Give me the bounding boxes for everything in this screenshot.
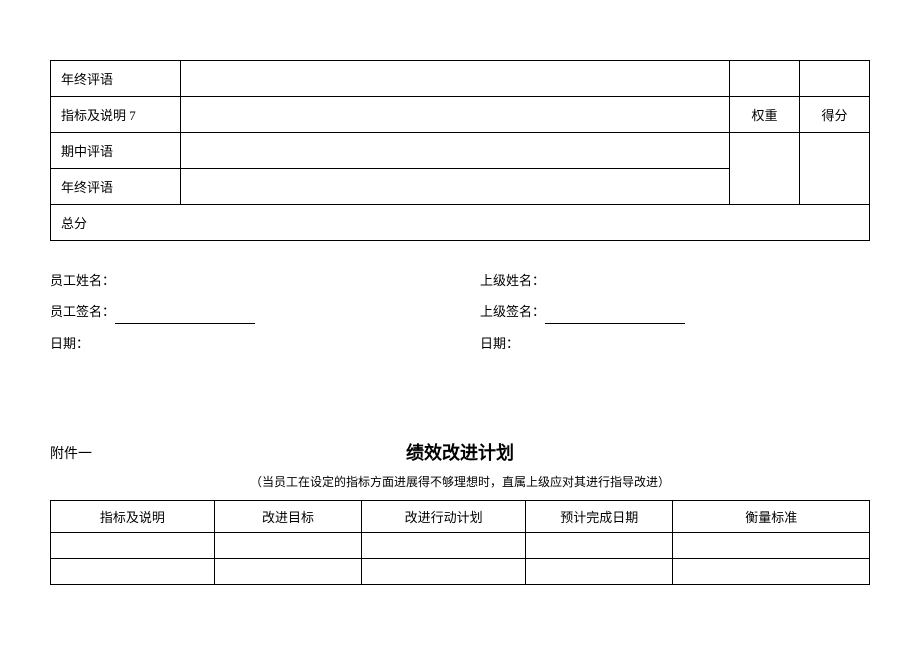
row-weight xyxy=(730,61,800,97)
table-row: 期中评语 xyxy=(51,133,870,169)
signature-block: 员工姓名： 员工签名： 日期： 上级姓名： 上级签名： 日期： xyxy=(50,265,870,359)
attachment-header: 附件一 绩效改进计划 xyxy=(50,439,870,465)
column-header: 衡量标准 xyxy=(673,501,870,533)
supervisor-sign-label: 上级签名： xyxy=(480,304,545,319)
row-weight xyxy=(730,133,800,205)
table-cell xyxy=(526,533,673,559)
attachment-subtitle: （当员工在设定的指标方面进展得不够理想时，直属上级应对其进行指导改进） xyxy=(50,473,870,490)
evaluation-table: 年终评语 指标及说明 7 权重 得分 期中评语 年终评语 总分 xyxy=(50,60,870,241)
employee-sign-row: 员工签名： xyxy=(50,296,440,327)
table-cell xyxy=(673,533,870,559)
table-row: 指标及说明 7 权重 得分 xyxy=(51,97,870,133)
table-cell xyxy=(362,533,526,559)
row-score: 得分 xyxy=(800,97,870,133)
employee-date-label: 日期： xyxy=(50,336,89,351)
table-cell xyxy=(214,559,361,585)
column-header: 改进行动计划 xyxy=(362,501,526,533)
row-content xyxy=(181,61,730,97)
column-header: 指标及说明 xyxy=(51,501,215,533)
supervisor-date-label: 日期： xyxy=(480,336,519,351)
employee-signature-column: 员工姓名： 员工签名： 日期： xyxy=(50,265,440,359)
table-cell xyxy=(362,559,526,585)
table-cell xyxy=(51,533,215,559)
supervisor-date-row: 日期： xyxy=(480,328,870,359)
employee-name-row: 员工姓名： xyxy=(50,265,440,296)
improvement-plan-table: 指标及说明 改进目标 改进行动计划 预计完成日期 衡量标准 xyxy=(50,500,870,585)
supervisor-signature-column: 上级姓名： 上级签名： 日期： xyxy=(440,265,870,359)
attachment-label: 附件一 xyxy=(50,443,92,463)
row-weight: 权重 xyxy=(730,97,800,133)
table-cell xyxy=(214,533,361,559)
row-score xyxy=(800,61,870,97)
table-cell xyxy=(51,559,215,585)
column-header: 改进目标 xyxy=(214,501,361,533)
table-header-row: 指标及说明 改进目标 改进行动计划 预计完成日期 衡量标准 xyxy=(51,501,870,533)
supervisor-sign-row: 上级签名： xyxy=(480,296,870,327)
table-total-row: 总分 xyxy=(51,205,870,241)
row-content xyxy=(181,133,730,169)
row-score xyxy=(800,133,870,205)
table-row: 年终评语 xyxy=(51,61,870,97)
table-cell xyxy=(673,559,870,585)
signature-line xyxy=(545,323,685,324)
row-content xyxy=(181,169,730,205)
employee-date-row: 日期： xyxy=(50,328,440,359)
row-label: 年终评语 xyxy=(51,61,181,97)
table-row xyxy=(51,559,870,585)
signature-line xyxy=(115,323,255,324)
row-label: 指标及说明 7 xyxy=(51,97,181,133)
supervisor-name-label: 上级姓名： xyxy=(480,273,545,288)
row-label: 期中评语 xyxy=(51,133,181,169)
column-header: 预计完成日期 xyxy=(526,501,673,533)
attachment-title: 绩效改进计划 xyxy=(50,439,870,465)
table-cell xyxy=(526,559,673,585)
total-label: 总分 xyxy=(51,205,870,241)
row-label: 年终评语 xyxy=(51,169,181,205)
table-row xyxy=(51,533,870,559)
employee-name-label: 员工姓名： xyxy=(50,273,115,288)
supervisor-name-row: 上级姓名： xyxy=(480,265,870,296)
row-content xyxy=(181,97,730,133)
employee-sign-label: 员工签名： xyxy=(50,304,115,319)
